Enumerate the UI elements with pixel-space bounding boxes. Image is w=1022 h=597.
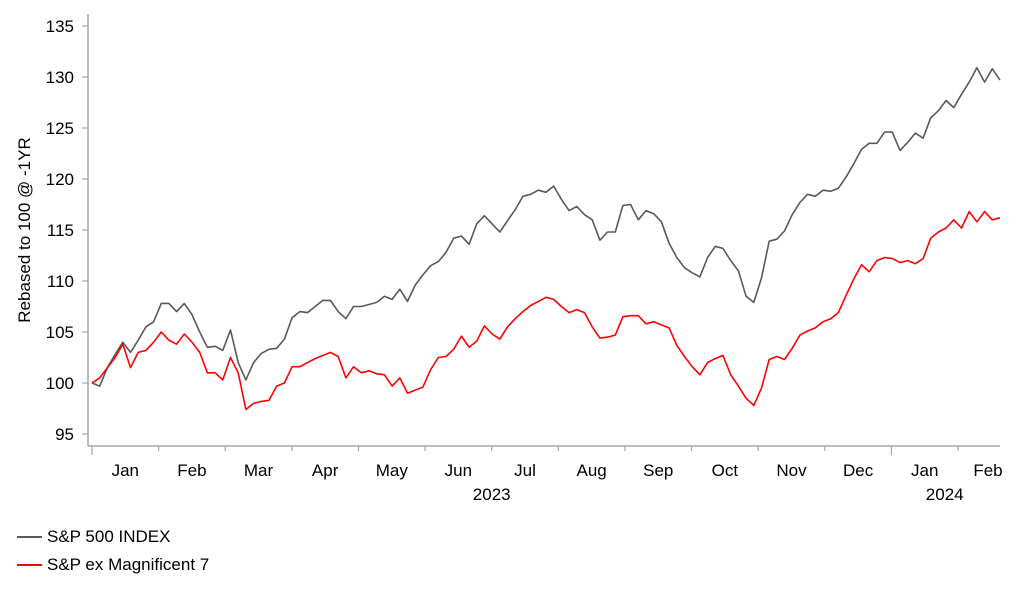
y-tick-label: 105: [46, 323, 74, 342]
x-tick-label: Feb: [177, 461, 206, 480]
y-tick-label: 135: [46, 17, 74, 36]
x-tick-label: Nov: [776, 461, 807, 480]
x-tick-label: Sep: [643, 461, 673, 480]
y-tick-label: 120: [46, 170, 74, 189]
x-tick-label: Feb: [973, 461, 1002, 480]
legend-swatch-sp500: [17, 536, 42, 538]
x-tick-label: Oct: [712, 461, 739, 480]
x-tick-label: Aug: [577, 461, 607, 480]
legend-item-ex-mag7: S&P ex Magnificent 7: [17, 551, 209, 579]
x-tick-label: Jul: [514, 461, 536, 480]
y-tick-label: 130: [46, 68, 74, 87]
legend: S&P 500 INDEX S&P ex Magnificent 7: [17, 523, 209, 579]
x-axis: Jan Feb Mar Apr May Jun Jul Aug Sep Oct Nov Dec Jan F…: [88, 445, 1003, 504]
y-axis-label: Rebased to 100 @ -1YR: [15, 137, 34, 322]
x-tick-label: Jan: [112, 461, 139, 480]
x-year-label: 2024: [926, 485, 964, 504]
legend-label: S&P ex Magnificent 7: [47, 555, 210, 574]
x-tick-label: May: [376, 461, 409, 480]
x-tick-label: Apr: [312, 461, 339, 480]
x-tick-label: Jan: [911, 461, 938, 480]
x-tick-label: Jun: [445, 461, 472, 480]
x-tick-label: Dec: [843, 461, 874, 480]
y-axis: 95 100 105 110 115 120 125 130 135: [46, 14, 89, 446]
y-tick-label: 95: [55, 425, 74, 444]
legend-swatch-ex-mag7: [17, 564, 42, 566]
legend-item-sp500: S&P 500 INDEX: [17, 523, 209, 551]
x-year-label: 2023: [473, 485, 511, 504]
y-tick-label: 100: [46, 374, 74, 393]
series-lines: [91, 67, 1001, 411]
series-line-ex-mag7: [91, 210, 1001, 411]
y-tick-label: 115: [47, 221, 74, 240]
legend-label: S&P 500 INDEX: [47, 527, 171, 546]
series-line-sp500: [91, 67, 1001, 387]
y-tick-label: 110: [47, 272, 74, 291]
y-tick-label: 125: [46, 119, 74, 138]
x-tick-label: Mar: [244, 461, 274, 480]
